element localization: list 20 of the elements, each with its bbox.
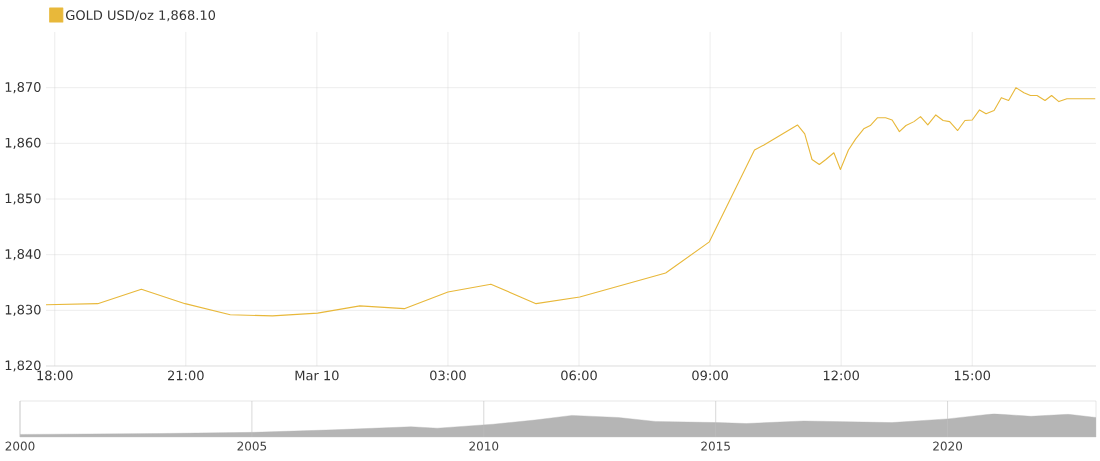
x-tick-label: 03:00 bbox=[430, 370, 466, 381]
x-tick-label: 2015 bbox=[701, 441, 730, 451]
x-tick-label: 21:00 bbox=[168, 370, 204, 381]
y-tick-label: 1,840 bbox=[5, 249, 41, 261]
x-tick-label: Mar 10 bbox=[295, 370, 339, 381]
x-tick-label: 2005 bbox=[237, 441, 267, 451]
x-tick-label: 2000 bbox=[5, 441, 35, 451]
x-tick-label: 06:00 bbox=[561, 370, 597, 381]
y-tick-label: 1,850 bbox=[5, 193, 41, 205]
y-tick-label: 1,860 bbox=[5, 137, 41, 149]
y-tick-label: 1,820 bbox=[5, 360, 41, 372]
x-tick-label: 18:00 bbox=[37, 370, 73, 381]
x-tick-label: 2010 bbox=[469, 441, 499, 451]
legend-label: GOLD USD/oz 1,868.10 bbox=[66, 10, 216, 22]
x-tick-label: 12:00 bbox=[823, 370, 859, 381]
x-tick-label: 2020 bbox=[933, 441, 963, 451]
x-tick-label: 15:00 bbox=[954, 370, 991, 381]
y-tick-label: 1,830 bbox=[5, 304, 41, 316]
y-tick-label: 1,870 bbox=[5, 82, 41, 94]
x-tick-label: 09:00 bbox=[692, 370, 728, 381]
